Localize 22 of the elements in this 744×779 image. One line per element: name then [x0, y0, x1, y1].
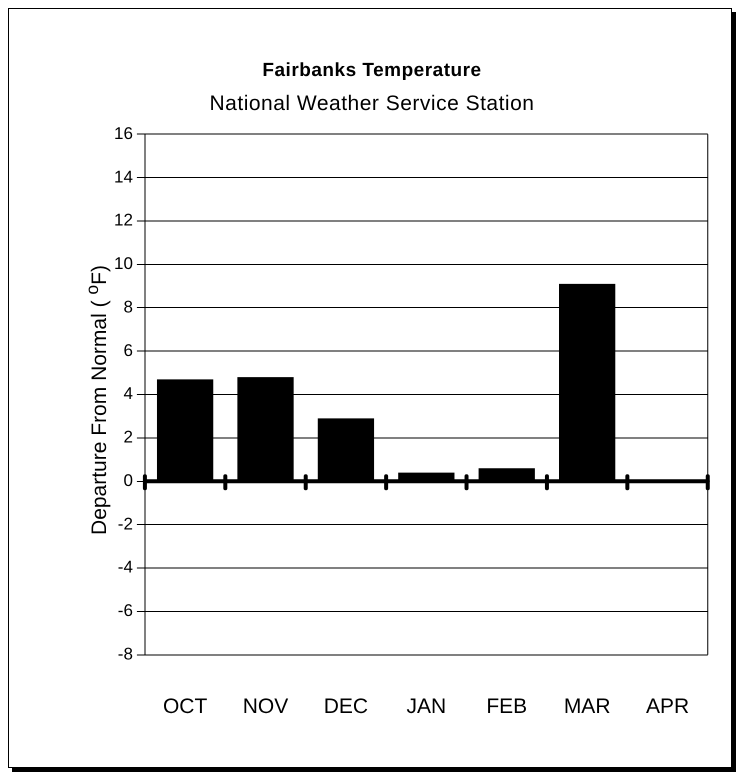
chart-title: Fairbanks Temperature [261, 60, 483, 82]
y-tick-label: -8 [118, 644, 133, 664]
x-tick-label: DEC [324, 695, 368, 718]
chart-subtitle: National Weather Service Station [208, 92, 536, 116]
y-tick-label: -4 [118, 558, 133, 577]
y-tick-label: 14 [114, 167, 133, 186]
x-tick-label: MAR [564, 695, 610, 718]
x-tick-label: FEB [486, 695, 528, 718]
y-tick-label: 0 [123, 470, 133, 490]
y-tick-label: 6 [123, 340, 133, 360]
x-tick-label: OCT [162, 695, 208, 718]
y-tick-label: -6 [118, 601, 133, 620]
y-tick-label: -2 [118, 514, 133, 534]
y-tick-label: 8 [123, 297, 133, 316]
x-tick-label: APR [646, 695, 690, 718]
x-tick-label: NOV [242, 695, 288, 718]
y-tick-label: 10 [114, 254, 133, 274]
y-tick-label: 4 [123, 384, 133, 404]
x-tick-label: JAN [406, 695, 446, 718]
y-tick-label: 12 [114, 210, 133, 230]
y-tick-label: 2 [123, 428, 133, 447]
y-tick-label: 16 [114, 124, 133, 143]
